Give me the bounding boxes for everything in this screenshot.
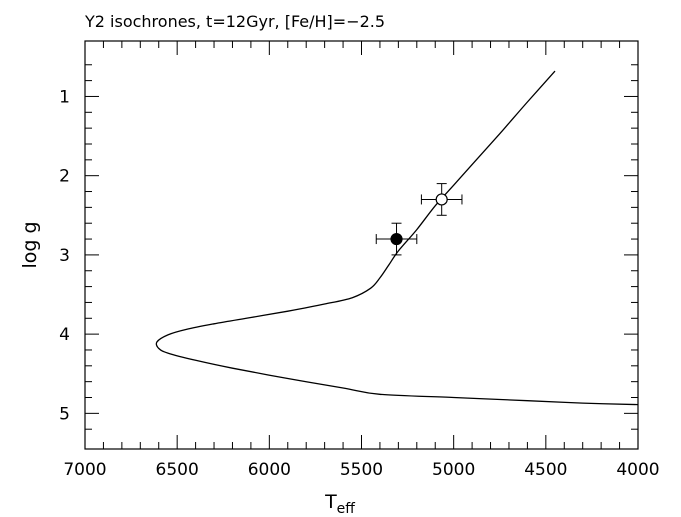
data-points [375, 183, 463, 256]
x-tick-label: 6500 [156, 460, 199, 480]
y-tick-label: 5 [59, 404, 70, 424]
data-point [420, 183, 463, 216]
x-tick-labels: 7000 6500 6000 5500 5000 4500 4000 [63, 460, 659, 480]
x-axis-label: Teff [324, 491, 355, 517]
x-axis-label-main: T [324, 491, 337, 513]
axis-ticks [84, 41, 639, 449]
x-tick-label: 4500 [524, 460, 567, 480]
y-tick-label: 1 [59, 87, 70, 107]
plot-frame [84, 40, 639, 450]
x-tick-label: 5500 [340, 460, 383, 480]
open-marker [435, 193, 448, 206]
chart-title: Y2 isochrones, t=12Gyr, [Fe/H]=−2.5 [84, 12, 385, 31]
x-axis-label-sub: eff [337, 501, 356, 517]
y-axis-label: log g [19, 221, 41, 268]
x-tick-label: 5000 [432, 460, 475, 480]
y-tick-label: 2 [59, 167, 70, 187]
isochrone-curve [155, 70, 639, 406]
x-tick-label: 4000 [616, 460, 659, 480]
y-tick-label: 3 [59, 246, 70, 266]
y-tick-label: 4 [59, 325, 70, 345]
x-tick-label: 6000 [248, 460, 291, 480]
x-tick-label: 7000 [63, 460, 106, 480]
data-point [375, 222, 418, 256]
filled-marker [390, 232, 403, 246]
y-tick-labels: 1 2 3 4 5 [59, 87, 70, 424]
